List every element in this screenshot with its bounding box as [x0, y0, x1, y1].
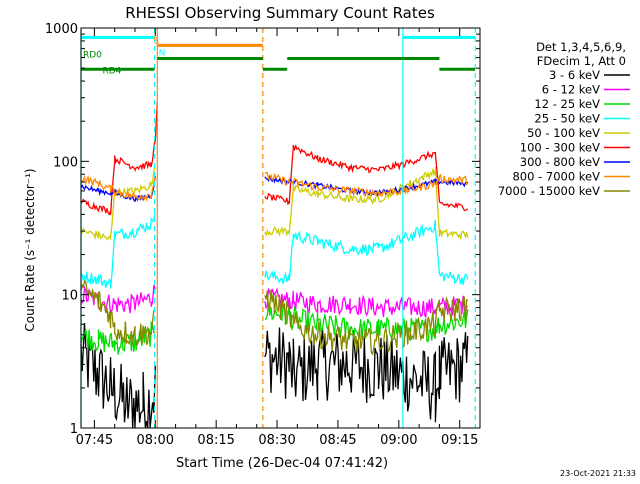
series-3to6keV-seg1: [80, 322, 156, 429]
legend-header-line-1: FDecim 1, Att 0: [537, 54, 626, 68]
series-7000to15000keV-seg2: [264, 289, 469, 356]
x-tick-label-6: 09:15: [441, 433, 478, 448]
legend-entry-label-3: 25 - 50 keV: [534, 112, 600, 126]
legend-entry-label-1: 6 - 12 keV: [542, 83, 600, 97]
series-3to6keV-seg2: [264, 327, 469, 423]
series-50to100keV-seg2: [264, 166, 469, 241]
legend-entry-label-6: 300 - 800 keV: [520, 155, 600, 169]
plot-frame: [80, 27, 481, 429]
x-tick-label-5: 09:00: [380, 433, 417, 448]
series-300to800keV-seg1: [80, 176, 156, 202]
axes: 1 10 100 1000 07:45 08:00 08:15 08:30 08:45 09:00…: [45, 22, 481, 448]
y-tick-label-2: 100: [53, 155, 78, 170]
series-6to12keV-seg1: [80, 284, 156, 315]
flag-label-rd0: RD0: [83, 51, 102, 61]
legend-entry-label-5: 100 - 300 keV: [520, 141, 600, 155]
legend-entry-label-4: 50 - 100 keV: [527, 126, 600, 140]
y-tick-label-3: 1000: [45, 22, 78, 37]
y-tick-label-0: 1: [70, 422, 78, 437]
series-12to25keV-seg1: [80, 320, 156, 355]
chart-title: RHESSI Observing Summary Count Rates: [125, 4, 435, 22]
legend-entry-label-7: 800 - 7000 keV: [512, 170, 600, 184]
series-800to7000keV-seg1: [80, 174, 156, 202]
x-tick-label-0: 07:45: [76, 433, 113, 448]
y-tick-label-1: 10: [61, 289, 78, 304]
legend: Det 1,3,4,5,6,9,FDecim 1, Att 03 - 6 keV…: [498, 40, 630, 198]
series-100to300keV-seg2: [264, 144, 469, 212]
legend-entry-label-2: 12 - 25 keV: [534, 97, 600, 111]
x-tick-label-2: 08:15: [197, 433, 234, 448]
flag-label-n: N: [159, 48, 166, 58]
series-800to7000keV-seg2: [264, 171, 469, 197]
series-25to50keV-seg1: [81, 213, 156, 289]
flag-label-s: S: [153, 36, 159, 46]
series-100to300keV-seg1: [80, 101, 158, 216]
flag-label-rd4: RD4: [103, 66, 122, 76]
legend-header-line-0: Det 1,3,4,5,6,9,: [536, 40, 626, 54]
legend-entry-label-0: 3 - 6 keV: [549, 68, 600, 82]
series-7000to15000keV-seg1: [80, 280, 156, 347]
x-tick-label-3: 08:30: [258, 433, 295, 448]
legend-entry-label-8: 7000 - 15000 keV: [498, 184, 600, 198]
series-25to50keV-seg2: [264, 219, 469, 285]
y-axis-label: Count Rate (s⁻¹ detector⁻¹): [23, 168, 37, 331]
series-6to12keV-seg2: [264, 287, 468, 318]
series-layer: [80, 101, 469, 429]
x-axis-label: Start Time (26-Dec-04 07:41:42): [176, 456, 388, 471]
x-tick-label-1: 08:00: [137, 433, 174, 448]
x-tick-label-4: 08:45: [319, 433, 356, 448]
footer-timestamp: 23-Oct-2021 21:33: [560, 469, 636, 478]
